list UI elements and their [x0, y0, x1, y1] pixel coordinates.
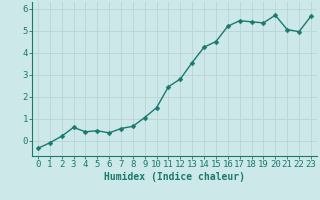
- X-axis label: Humidex (Indice chaleur): Humidex (Indice chaleur): [104, 172, 245, 182]
